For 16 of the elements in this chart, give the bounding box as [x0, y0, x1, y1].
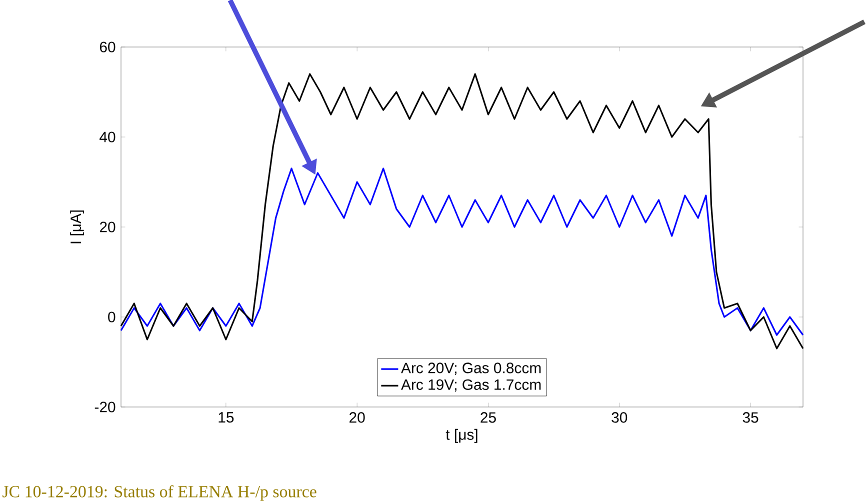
- y-axis-title: I [μA]: [70, 210, 84, 244]
- y-tick-label: 40: [100, 132, 116, 142]
- line-series: [120, 73, 804, 350]
- legend-label: Arc 19V; Gas 1.7ccm: [401, 379, 541, 392]
- y-tick-label: -20: [94, 402, 116, 412]
- text: JC 10-12-2019: Status of ELENA H-/p source: [2, 485, 316, 501]
- y-tick-label: 20: [100, 222, 116, 232]
- x-tick-label: 35: [742, 412, 758, 423]
- x-axis-title: t [μs]: [446, 428, 478, 443]
- x-tick-label: 20: [350, 412, 365, 423]
- x-tick-label: 30: [612, 412, 628, 423]
- x-tick-label: 25: [480, 412, 496, 423]
- x-tick-label: 15: [218, 412, 234, 423]
- y-tick-label: 0: [108, 312, 116, 322]
- legend-label: Arc 20V; Gas 0.8ccm: [401, 362, 541, 376]
- y-tick-label: 60: [100, 42, 116, 52]
